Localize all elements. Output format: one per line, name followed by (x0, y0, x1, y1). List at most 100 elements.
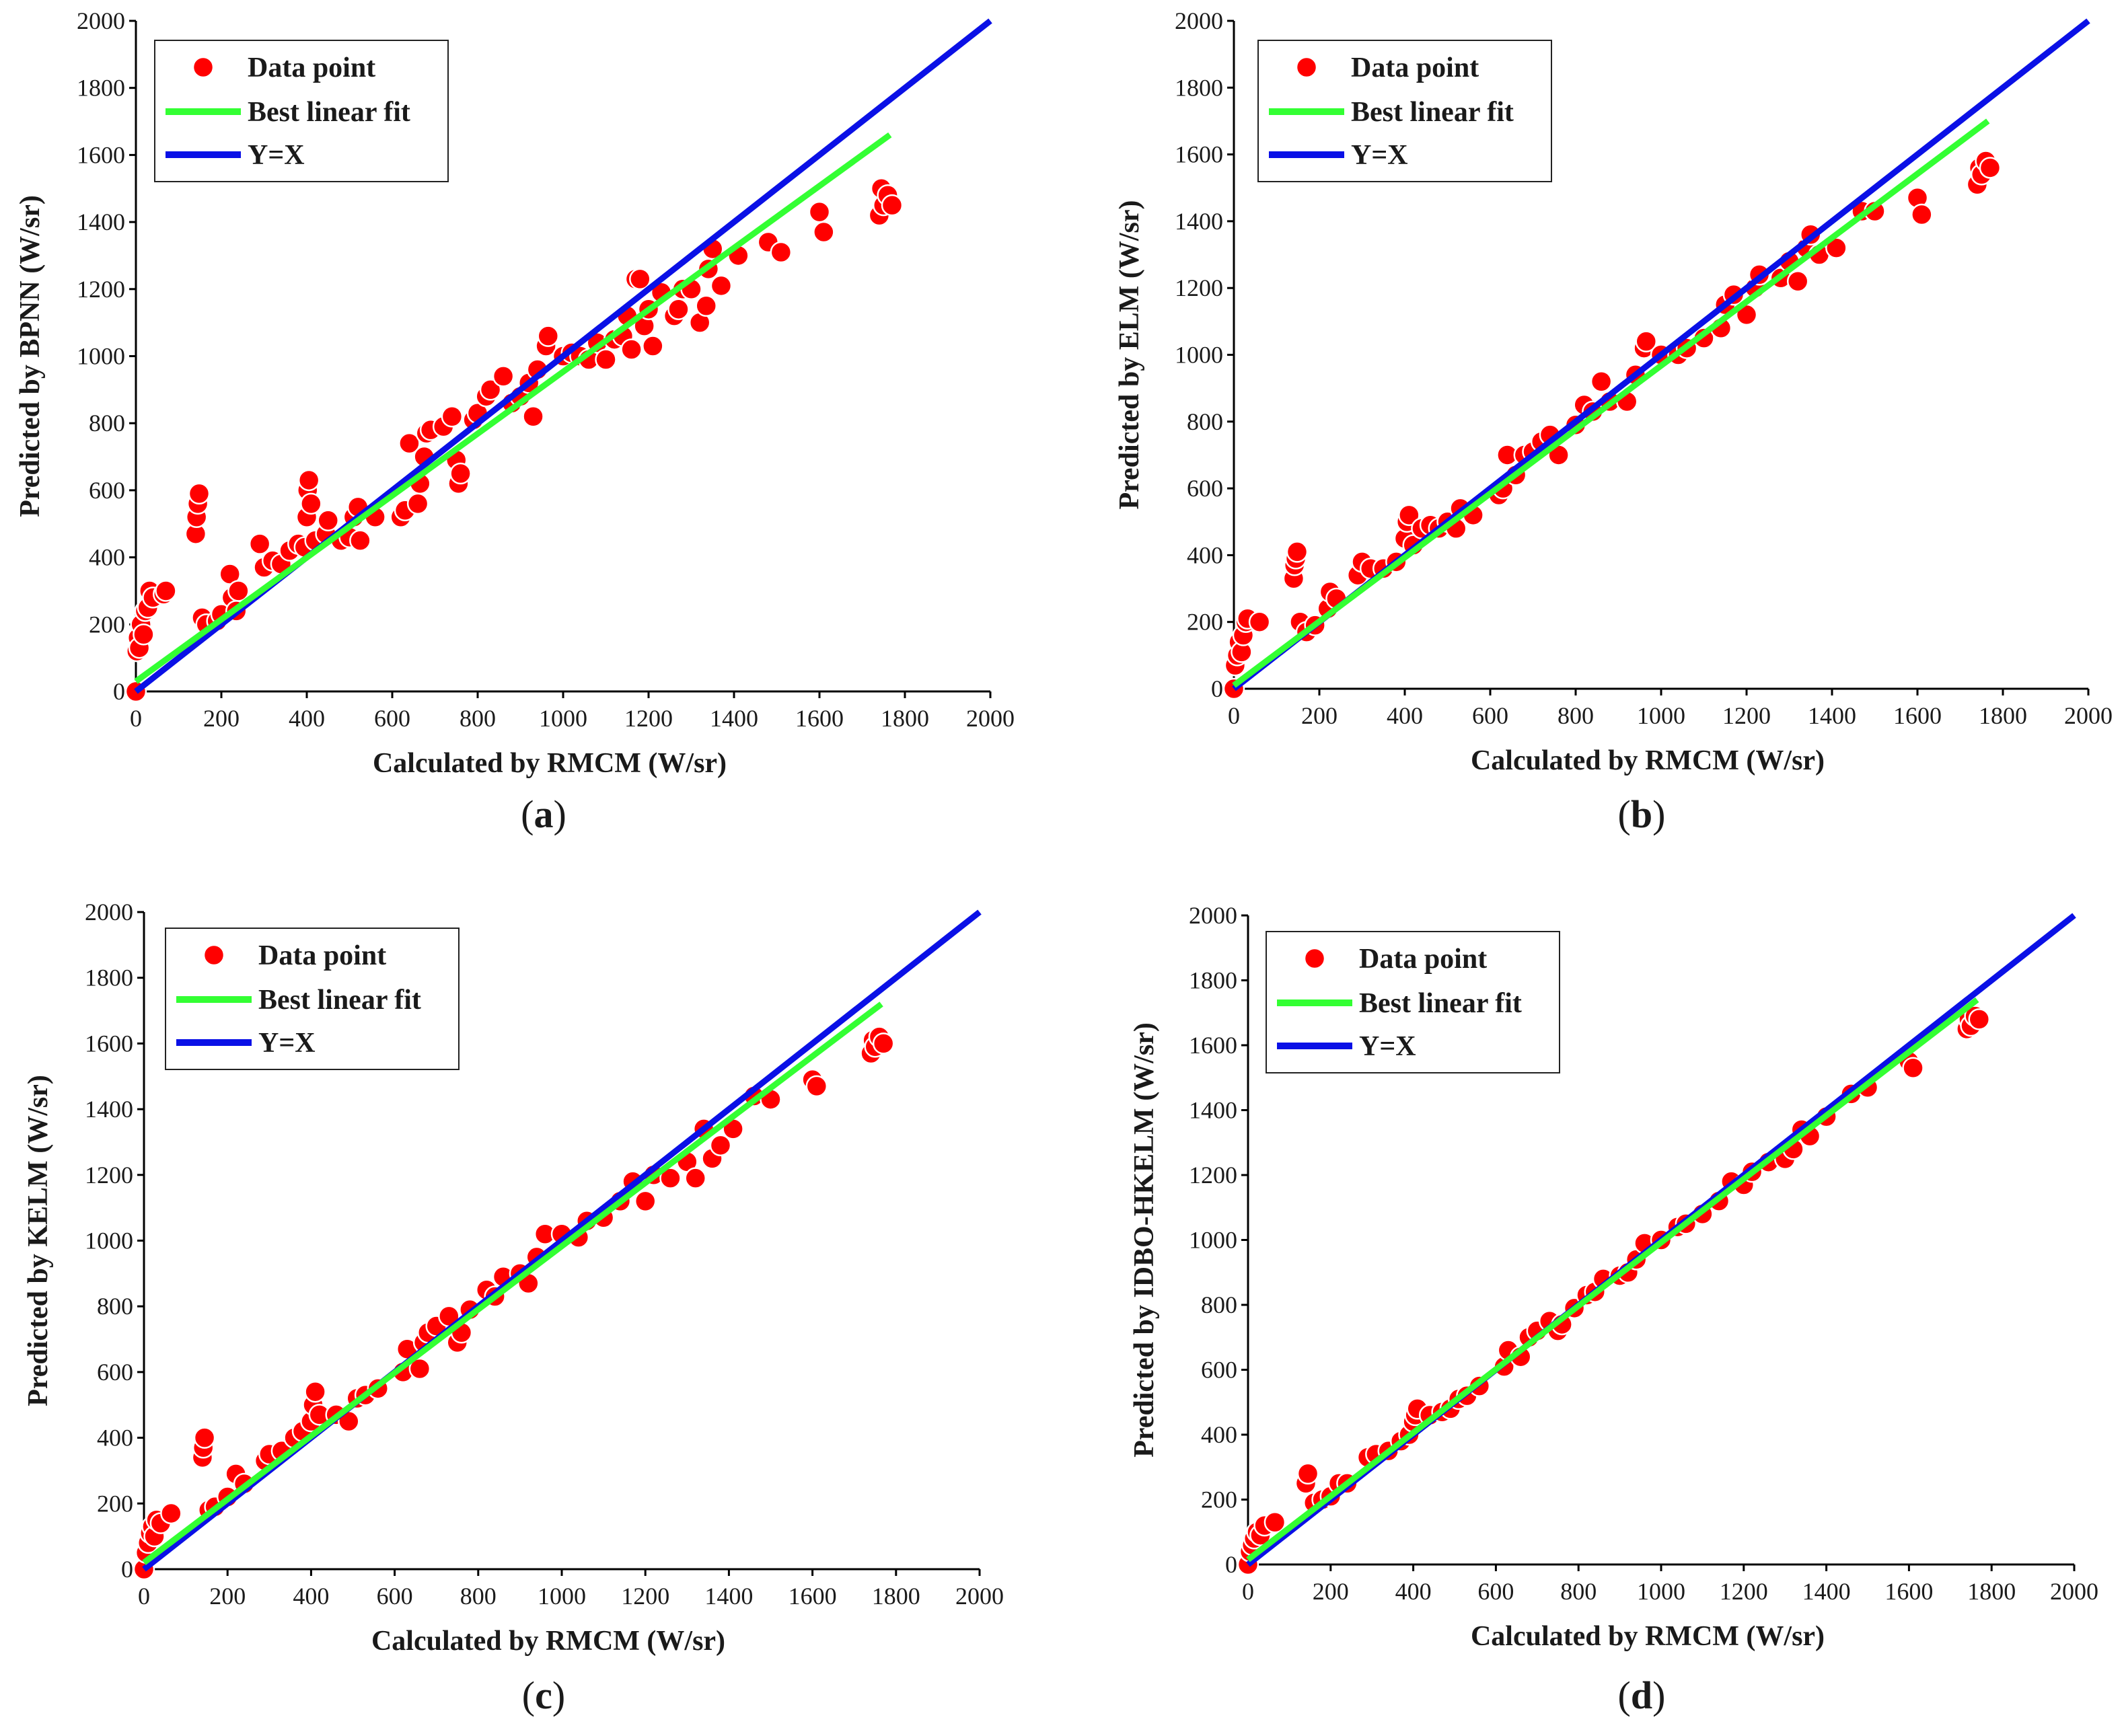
data-point (634, 1190, 657, 1213)
x-tick-label: 400 (1387, 702, 1423, 729)
x-tick-label: 600 (1477, 1578, 1514, 1605)
y-tick-label: 2000 (85, 899, 133, 926)
data-point (349, 529, 371, 552)
x-tick-label: 400 (289, 705, 325, 732)
y-tick-label: 1000 (1189, 1227, 1237, 1254)
y-tick-label: 400 (1187, 541, 1223, 568)
y-tick-label: 0 (121, 1556, 133, 1583)
y-tick-label: 1000 (1175, 342, 1223, 369)
y-tick-label: 1400 (1175, 208, 1223, 235)
chart-panel-a: 0 200 400 600 800 1000 1200 1400 1600 1800 2000 0 20… (15, 7, 1015, 836)
x-tick-label: 400 (293, 1583, 329, 1610)
data-point (770, 241, 793, 264)
legend-marker-point (192, 56, 215, 79)
data-point (441, 405, 464, 428)
y-tick-label: 1600 (77, 141, 125, 168)
data-point (398, 432, 420, 455)
x-tick-label: 600 (374, 705, 410, 732)
panel-label: (c) (522, 1673, 565, 1717)
y-tick-label: 2000 (1189, 902, 1237, 929)
x-tick-label: 1000 (1637, 702, 1685, 729)
legend-label-best-fit: Best linear fit (1351, 97, 1514, 128)
y-tick-label: 800 (89, 410, 125, 437)
data-point (160, 1502, 182, 1525)
data-point (188, 482, 211, 505)
y-tick-label: 1800 (77, 75, 125, 102)
data-point (642, 335, 664, 357)
y-tick-label: 1200 (1189, 1162, 1237, 1188)
x-tick-label: 400 (1395, 1578, 1432, 1605)
y-tick-label: 200 (97, 1490, 133, 1517)
y-tick-label: 200 (89, 611, 125, 638)
data-point (595, 348, 617, 371)
y-tick-label: 800 (97, 1293, 133, 1320)
legend: Data point Best linear fit Y=X (154, 40, 449, 182)
y-axis-label: Predicted by KELM (W/sr) (23, 1075, 54, 1406)
data-point (522, 405, 544, 428)
x-tick-label: 800 (460, 705, 496, 732)
y-axis-label: Predicted by IDBO-HKELM (W/sr) (1129, 1022, 1160, 1458)
legend: Data point Best linear fit Y=X (1257, 40, 1552, 182)
y-tick-label: 0 (113, 678, 125, 705)
y-tick-label: 1800 (1189, 967, 1237, 994)
data-point (1968, 1008, 1991, 1030)
data-point (155, 580, 177, 602)
y-tick-label: 600 (1201, 1357, 1237, 1384)
legend-label-identity: Y=X (258, 1028, 316, 1059)
x-tick-label: 600 (1472, 702, 1508, 729)
x-tick-label: 1800 (1967, 1578, 2016, 1605)
x-tick-label: 0 (1228, 702, 1240, 729)
data-point (300, 492, 322, 515)
data-point (808, 200, 831, 223)
data-point (684, 1167, 706, 1189)
best-fit-line (1246, 997, 1979, 1562)
data-point (193, 1427, 216, 1449)
data-point (813, 221, 835, 243)
legend-label-data-point: Data point (1359, 944, 1487, 975)
x-tick-label: 1800 (1979, 702, 2027, 729)
x-tick-label: 1400 (1808, 702, 1856, 729)
x-tick-label: 1000 (1637, 1578, 1685, 1605)
x-tick-label: 1400 (704, 1583, 753, 1610)
x-tick-label: 2000 (955, 1583, 1004, 1610)
y-tick-label: 1400 (77, 209, 125, 235)
x-axis-label: Calculated by RMCM (W/sr) (1471, 1621, 1825, 1652)
x-tick-label: 1400 (710, 705, 758, 732)
best-fit-line (134, 132, 892, 684)
legend-label-data-point: Data point (258, 940, 386, 971)
data-point (537, 325, 560, 347)
best-fit-line (142, 1002, 883, 1565)
x-tick-label: 800 (1558, 702, 1594, 729)
x-tick-label: 1600 (1893, 702, 1942, 729)
y-tick-label: 0 (1211, 675, 1223, 702)
data-point (297, 469, 320, 492)
x-tick-label: 0 (138, 1583, 150, 1610)
y-tick-label: 1200 (1175, 274, 1223, 301)
x-tick-label: 0 (1242, 1578, 1254, 1605)
legend-label-best-fit: Best linear fit (258, 985, 421, 1016)
data-point (406, 492, 429, 515)
data-point (492, 365, 515, 387)
x-tick-label: 1200 (624, 705, 673, 732)
y-axis-label: Predicted by ELM (W/sr) (1114, 200, 1145, 510)
data-point (629, 268, 651, 291)
y-tick-label: 1800 (85, 965, 133, 991)
data-point (805, 1075, 828, 1098)
y-tick-label: 1000 (85, 1228, 133, 1254)
data-point (695, 295, 717, 317)
y-tick-label: 800 (1201, 1291, 1237, 1318)
data-point (1590, 370, 1613, 393)
x-tick-label: 1200 (1722, 702, 1771, 729)
data-point (227, 580, 250, 602)
y-tick-label: 1000 (77, 343, 125, 370)
y-tick-label: 2000 (77, 7, 125, 34)
data-point (1979, 157, 2002, 179)
y-tick-label: 1200 (77, 276, 125, 303)
data-point (479, 379, 502, 401)
panel-label: (d) (1618, 1673, 1666, 1717)
x-tick-label: 2000 (2050, 1578, 2098, 1605)
y-tick-label: 400 (1201, 1421, 1237, 1448)
legend-label-identity: Y=X (1359, 1031, 1416, 1062)
x-tick-label: 1000 (539, 705, 587, 732)
